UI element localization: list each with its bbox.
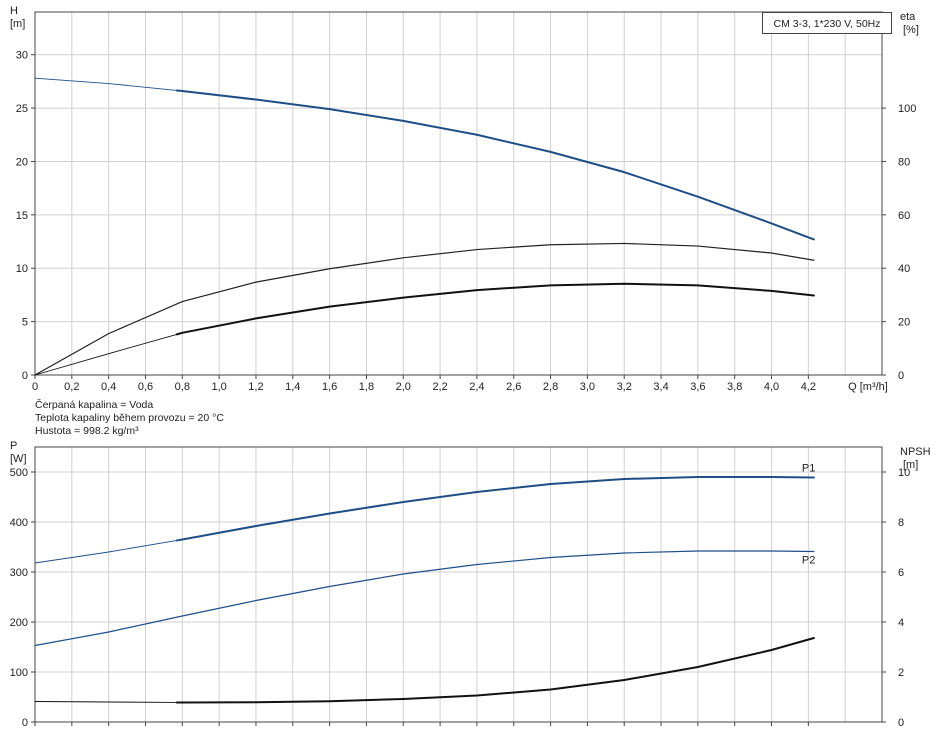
x-tick-label: 3,0: [580, 381, 595, 393]
x-tick-label: 1,6: [322, 381, 337, 393]
y-right-tick-label: 20: [898, 317, 910, 329]
x-tick-label: 2,4: [469, 381, 484, 393]
y-right-tick-label: 100: [898, 103, 916, 115]
y-right-axis-label: NPSH: [900, 446, 930, 458]
y-left-tick-label: 0: [22, 717, 28, 729]
y-left-axis-unit: [m]: [10, 18, 25, 30]
series-line-npsh-extrapolated: [34, 701, 177, 703]
x-tick-label: 0,6: [138, 381, 153, 393]
series-line-npsh: [175, 637, 815, 704]
y-left-tick-label: 5: [22, 317, 28, 329]
series-line-eta_pump-extrapolated: [34, 333, 177, 376]
x-tick-label: 1,4: [285, 381, 300, 393]
plot-frame: [34, 11, 883, 376]
series-line-eta_total: [34, 242, 815, 376]
y-right-tick-label: 4: [898, 617, 904, 629]
head-efficiency-plot: 0 5 10 15 20 25 30 0 20 40 60 80 100 H[m] eta[%] 0 0,2 0,…: [10, 5, 919, 393]
x-tick-label: 0: [32, 381, 38, 393]
grid-lines: [34, 447, 882, 723]
y-left-tick-label: 0: [22, 370, 28, 382]
series-line-p1-extrapolated: [34, 539, 177, 564]
y-left-tick-label: 200: [10, 617, 28, 629]
y-right-axis-unit: [m]: [903, 459, 918, 471]
y-right-tick-label: 2: [898, 667, 904, 679]
x-tick-label: 0,4: [101, 381, 116, 393]
y-left-tick-label: 500: [10, 467, 28, 479]
y-right-tick-label: 0: [898, 717, 904, 729]
x-tick-label: 3,8: [727, 381, 742, 393]
y-left-tick-label: 20: [16, 156, 28, 168]
y-right-tick-label: 10: [898, 467, 910, 479]
x-tick-label: 1,8: [359, 381, 374, 393]
x-axis-label: Q [m³/h]: [848, 381, 888, 393]
x-tick-label: 3,4: [653, 381, 668, 393]
grid-lines: [34, 12, 882, 376]
series-line-eta_pump: [175, 282, 815, 336]
y-left-tick-label: 10: [16, 263, 28, 275]
y-right-tick-label: 40: [898, 263, 910, 275]
y-left-tick-label: 400: [10, 517, 28, 529]
x-tick-label: 2,2: [432, 381, 447, 393]
x-tick-label: 1,2: [248, 381, 263, 393]
series-line-h: [175, 89, 815, 241]
x-tick-label: 0,8: [175, 381, 190, 393]
y-left-tick-label: 15: [16, 210, 28, 222]
x-tick-label: 0,2: [64, 381, 79, 393]
series-line-p2: [34, 550, 815, 647]
x-tick-label: 3,6: [690, 381, 705, 393]
y-left-tick-label: 300: [10, 567, 28, 579]
y-right-axis-unit: [%]: [903, 24, 919, 36]
x-tick-label: 4,0: [764, 381, 779, 393]
power-npsh-plot: 0 100 200 300 400 500 0 2 4 6 8 10 P[W] NPSH[m] P1 P2: [10, 440, 930, 729]
y-left-axis-label: H: [10, 5, 18, 17]
series-line-p1: [175, 476, 815, 542]
x-tick-label: 2,6: [506, 381, 521, 393]
x-tick-label: 4,2: [801, 381, 816, 393]
x-tick-label: 2,8: [543, 381, 558, 393]
y-right-tick-label: 6: [898, 567, 904, 579]
series-label-p1: P1: [802, 463, 815, 475]
y-right-tick-label: 8: [898, 517, 904, 529]
y-left-tick-label: 30: [16, 50, 28, 62]
series-line-h-extrapolated: [34, 77, 177, 91]
series-label-p2: P2: [802, 555, 815, 567]
y-left-axis-label: P: [10, 440, 17, 452]
x-tick-label: 1,0: [211, 381, 226, 393]
y-right-tick-label: 0: [898, 370, 904, 382]
chart-title: CM 3-3, 1*230 V, 50Hz: [762, 12, 892, 34]
plot-frame: [34, 446, 883, 723]
x-tick-label: 3,2: [617, 381, 632, 393]
fluid-info-density: Hustota = 998.2 kg/m³: [35, 425, 139, 437]
fluid-info-temperature: Teplota kapaliny během provozu = 20 °C: [35, 412, 224, 424]
y-right-axis-label: eta: [900, 11, 916, 23]
y-left-tick-label: 25: [16, 103, 28, 115]
y-left-tick-label: 100: [10, 667, 28, 679]
y-right-tick-label: 60: [898, 210, 910, 222]
y-right-tick-label: 80: [898, 156, 910, 168]
y-left-axis-unit: [W]: [10, 453, 27, 465]
x-tick-label: 2,0: [396, 381, 411, 393]
fluid-info-liquid: Čerpaná kapalina = Voda: [35, 399, 154, 411]
